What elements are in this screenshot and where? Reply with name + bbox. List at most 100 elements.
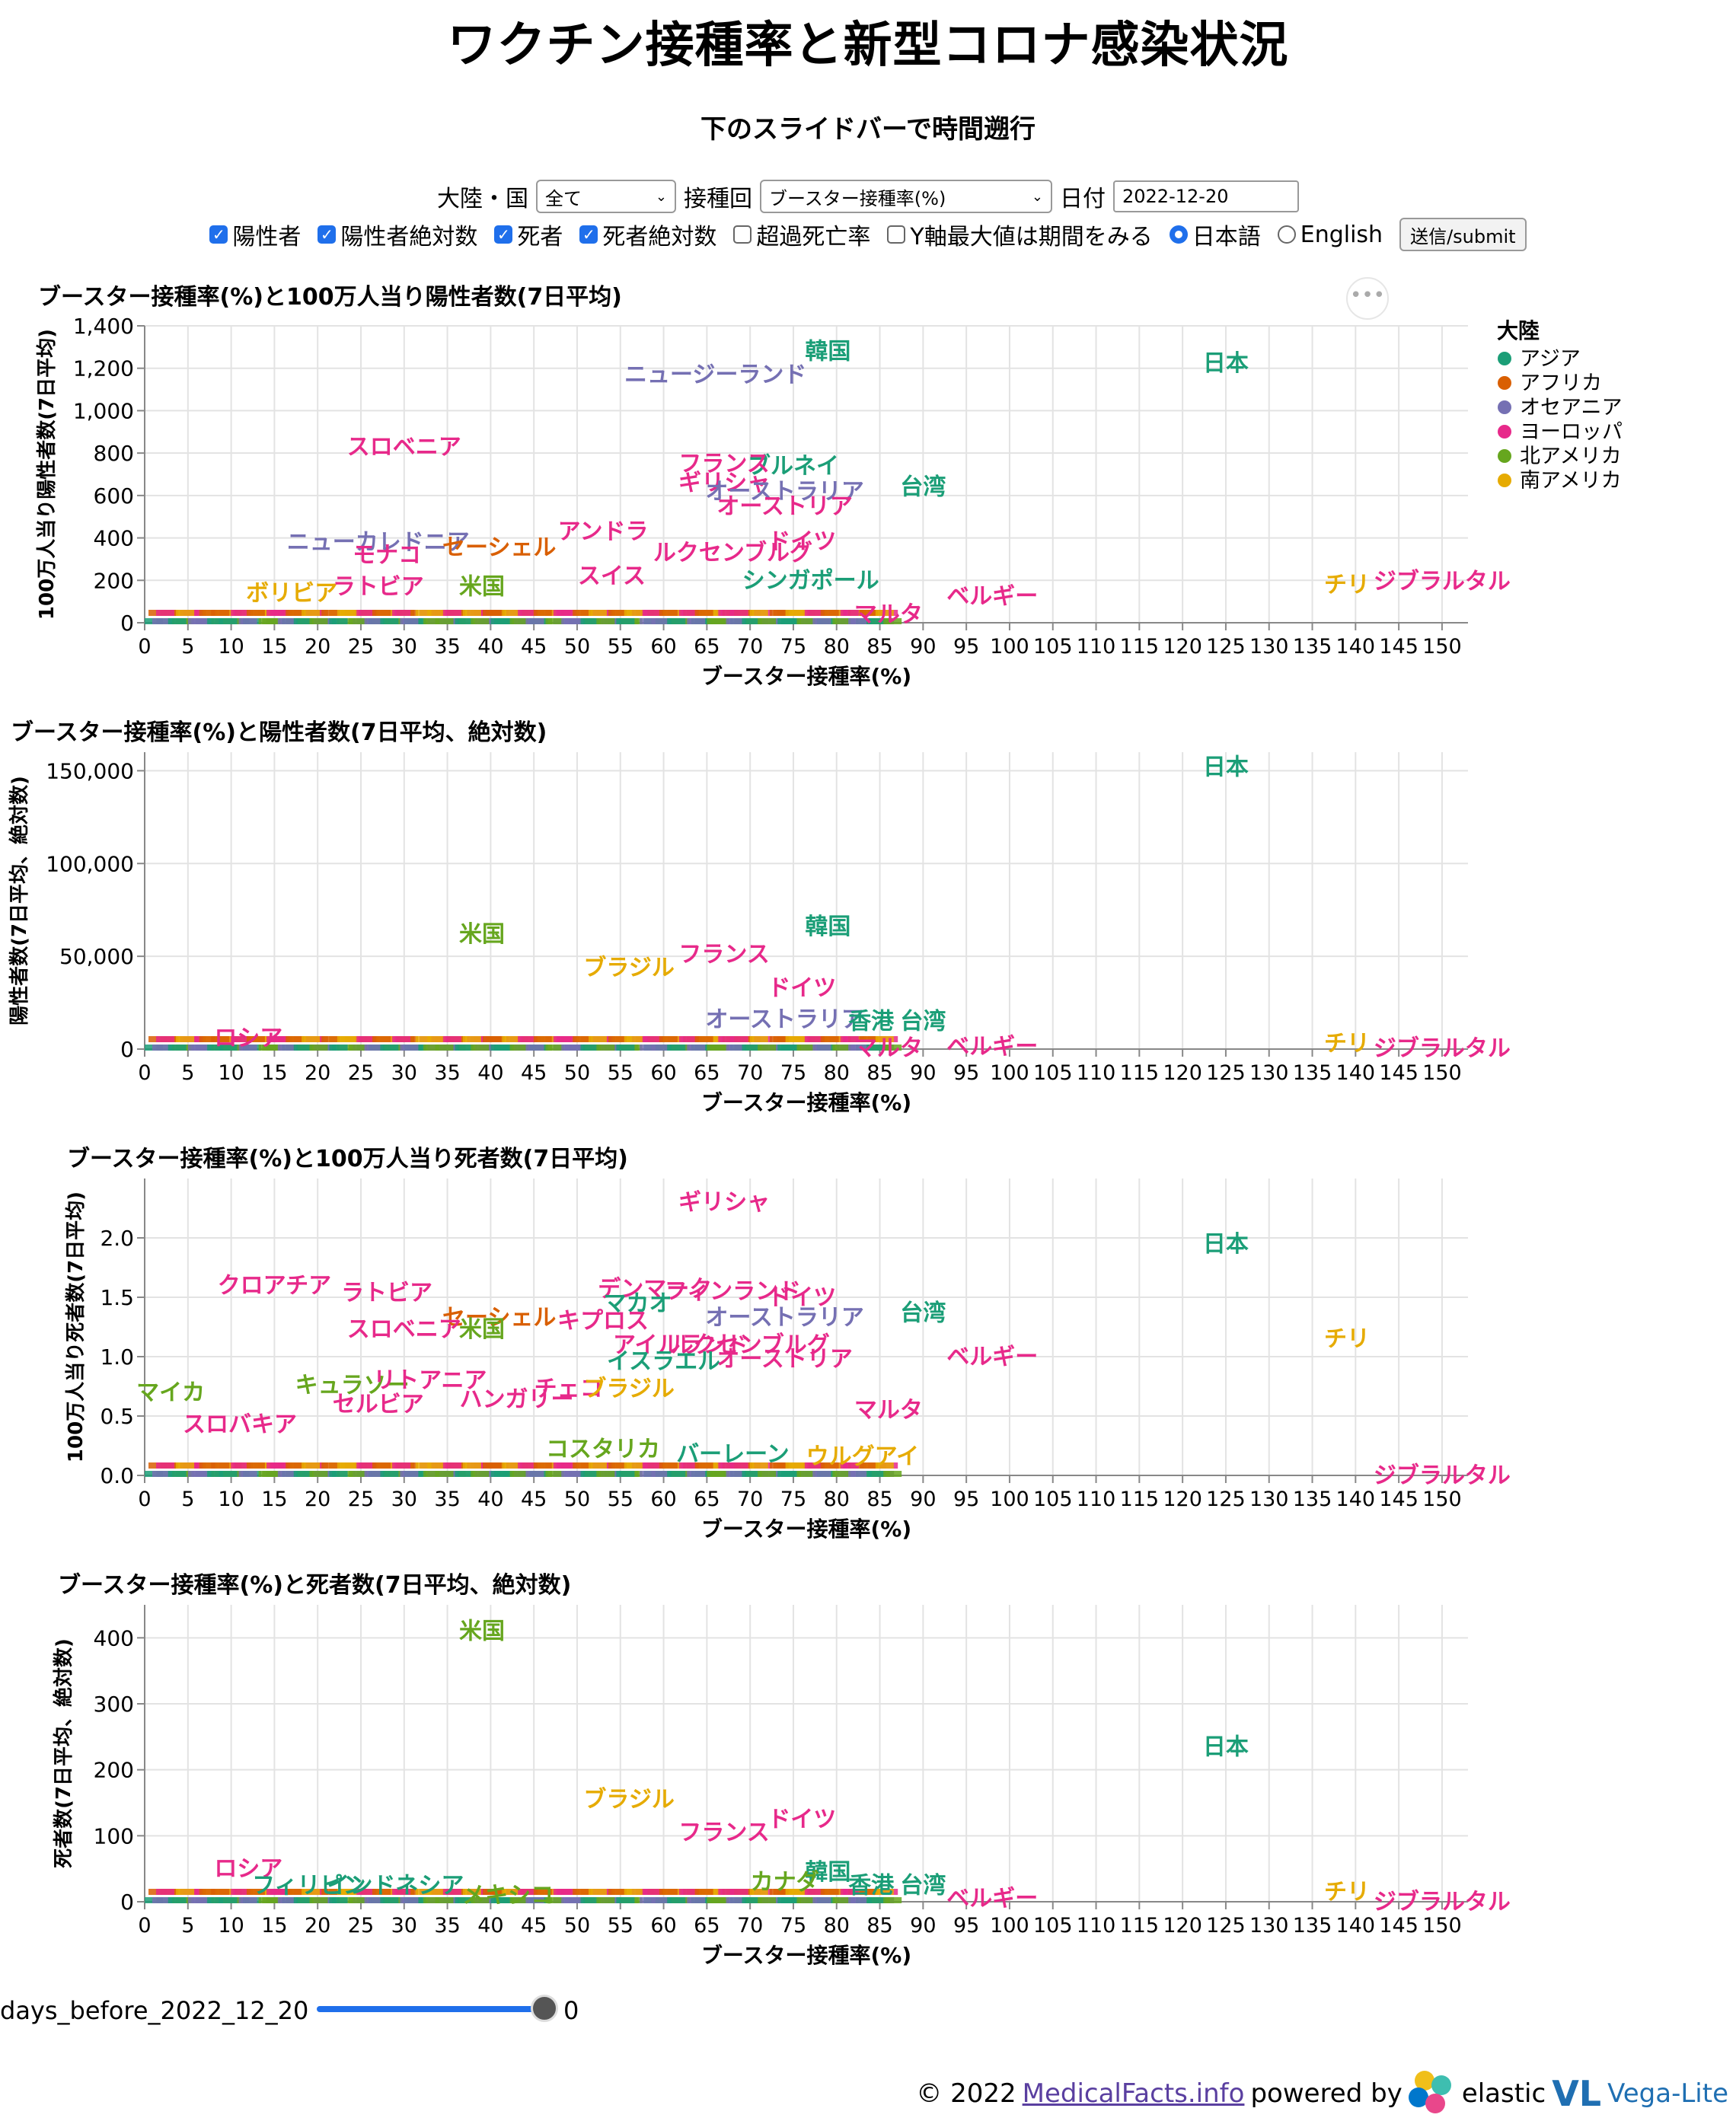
y-tick-label: 400	[94, 526, 134, 551]
x-tick-label: 120	[1163, 1914, 1202, 1938]
checkbox-checked-icon[interactable]: ✓	[494, 225, 513, 244]
chart-menu-button[interactable]: •••	[1346, 277, 1389, 320]
x-tick-label: 145	[1379, 1061, 1418, 1085]
checkbox-deaths-absolute[interactable]: ✓ 死者絶対数	[579, 218, 716, 251]
legend-item-label: ヨーロッパ	[1520, 420, 1623, 444]
x-tick-label: 35	[434, 1488, 460, 1511]
data-point-label: カナダ	[751, 1869, 819, 1896]
checkbox-label: 死者	[517, 224, 563, 250]
dense-point-mark	[246, 1889, 265, 1895]
dense-point-mark	[415, 1462, 434, 1469]
days-slider-track[interactable]	[317, 2006, 545, 2012]
dense-point-mark	[302, 1889, 321, 1895]
checkbox-ymax-period[interactable]: Y軸最大値は期間をみる	[887, 218, 1153, 251]
data-point-label: ベルギー	[946, 1033, 1038, 1060]
data-point-label: オーストリア	[716, 1346, 853, 1373]
data-point-label: ドイツ	[767, 1284, 836, 1311]
dense-point-mark	[848, 1897, 867, 1903]
dense-point-mark	[455, 1471, 474, 1477]
x-tick-label: 70	[737, 635, 763, 659]
legend-swatch	[1498, 425, 1511, 439]
y-tick-label: 800	[94, 441, 134, 466]
x-tick-label: 135	[1293, 635, 1332, 659]
data-point-label: 日本	[1203, 754, 1249, 781]
checkbox-positive-absolute[interactable]: ✓ 陽性者絶対数	[318, 218, 477, 251]
dense-point-mark	[616, 1897, 635, 1903]
dense-point-mark	[742, 618, 761, 624]
dense-point-mark	[667, 1897, 686, 1903]
dense-point-mark	[199, 1462, 218, 1469]
days-slider-thumb[interactable]	[531, 1995, 558, 2022]
dense-point-mark	[168, 618, 187, 624]
x-tick-label: 45	[521, 1914, 547, 1938]
radio-selected-icon[interactable]	[1169, 225, 1188, 244]
x-tick-label: 55	[608, 1914, 633, 1938]
x-tick-label: 20	[305, 1061, 330, 1085]
dense-point-mark	[364, 618, 383, 624]
dense-point-mark	[258, 1045, 277, 1051]
x-tick-label: 115	[1120, 1488, 1160, 1511]
checkbox-checked-icon[interactable]: ✓	[209, 225, 228, 244]
dense-point-mark	[471, 618, 490, 624]
dense-point-mark	[231, 1036, 250, 1042]
x-tick-label: 100	[990, 635, 1029, 659]
x-tick-label: 125	[1206, 635, 1246, 659]
data-point-label: 韓国	[805, 1859, 850, 1886]
dense-point-mark	[640, 1897, 659, 1903]
dense-point-mark	[207, 1897, 226, 1903]
dense-point-mark	[348, 618, 367, 624]
checkbox-deaths[interactable]: ✓ 死者	[494, 218, 563, 251]
checkbox-excess-mortality[interactable]: 超過死亡率	[733, 218, 870, 251]
dense-point-mark	[462, 1889, 481, 1895]
data-point-label: ジブラルタル	[1374, 1889, 1511, 1915]
chevron-down-icon: ⌄	[1031, 188, 1043, 205]
dense-point-mark	[442, 1036, 461, 1042]
checkbox-unchecked-icon[interactable]	[887, 225, 906, 244]
checkbox-checked-icon[interactable]: ✓	[318, 225, 337, 244]
data-point-label: 米国	[459, 1316, 505, 1343]
dense-point-mark	[608, 1462, 627, 1469]
x-tick-label: 145	[1379, 635, 1418, 659]
radio-unselected-icon[interactable]	[1277, 225, 1296, 244]
checkbox-label: Y軸最大値は期間をみる	[910, 224, 1153, 250]
x-tick-label: 15	[261, 1488, 287, 1511]
dense-point-mark	[796, 1471, 815, 1477]
x-tick-label: 65	[694, 635, 720, 659]
powered-by: powered by	[1250, 2078, 1403, 2109]
data-point-label: 香港	[848, 1872, 895, 1899]
checkbox-positive[interactable]: ✓ 陽性者	[209, 218, 301, 251]
radio-english[interactable]: English	[1277, 222, 1383, 248]
dense-point-mark	[804, 610, 823, 616]
submit-button[interactable]: 送信/submit	[1399, 218, 1527, 251]
dense-point-mark	[471, 1471, 490, 1477]
dense-point-mark	[624, 1462, 643, 1469]
dense-point-mark	[168, 1045, 187, 1051]
dense-point-mark	[462, 610, 481, 616]
data-point-label: ルクセンブルグ	[671, 1332, 830, 1358]
continent-select[interactable]: 全て ⌄	[536, 180, 676, 213]
dense-point-mark	[176, 1889, 195, 1895]
dense-point-mark	[427, 1036, 446, 1042]
x-tick-label: 0	[138, 1488, 151, 1511]
dense-point-mark	[667, 1471, 686, 1477]
options-row: ✓ 陽性者 ✓ 陽性者絶対数 ✓ 死者 ✓ 死者絶対数 超過死亡率 Y軸最大値は…	[0, 218, 1736, 251]
checkbox-checked-icon[interactable]: ✓	[579, 225, 598, 244]
radio-japanese[interactable]: 日本語	[1169, 218, 1261, 251]
dense-point-mark	[415, 1889, 434, 1895]
site-link[interactable]: MedicalFacts.info	[1022, 2078, 1245, 2109]
dense-point-mark	[640, 1471, 659, 1477]
data-point-label: フランス	[678, 942, 769, 968]
x-tick-label: 115	[1120, 1061, 1160, 1085]
x-tick-label: 15	[261, 1061, 287, 1085]
y-tick-label: 50,000	[59, 944, 134, 969]
y-tick-label: 1,000	[73, 398, 134, 423]
date-input[interactable]: 2022-12-20	[1113, 180, 1299, 212]
checkbox-unchecked-icon[interactable]	[733, 225, 752, 244]
dose-select[interactable]: ブースター接種率(%) ⌄	[760, 180, 1052, 213]
dense-point-mark	[415, 1036, 434, 1042]
data-point-label: ルクセンブルグ	[653, 540, 812, 566]
dense-point-mark	[211, 1462, 230, 1469]
checkbox-label: 陽性者	[232, 224, 302, 250]
dense-point-mark	[471, 1045, 490, 1051]
dense-point-mark	[624, 1889, 643, 1895]
